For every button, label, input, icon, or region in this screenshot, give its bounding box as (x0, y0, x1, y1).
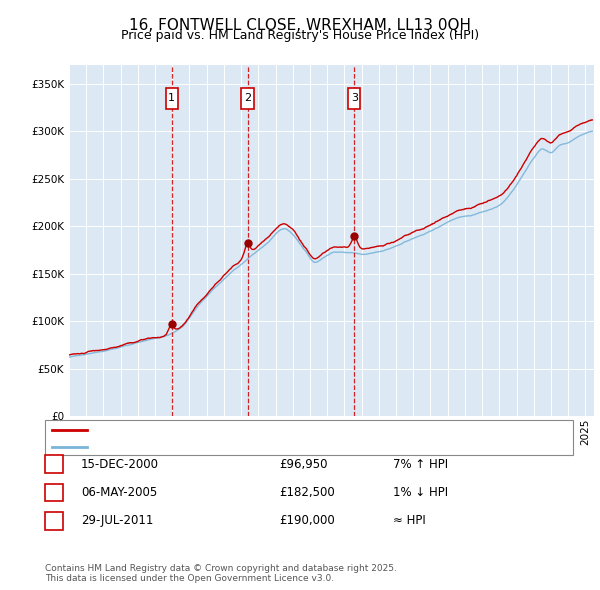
Text: ≈ HPI: ≈ HPI (393, 514, 426, 527)
Text: 1: 1 (168, 93, 175, 103)
Bar (166, 88, 178, 109)
Text: 29-JUL-2011: 29-JUL-2011 (81, 514, 154, 527)
Text: 16, FONTWELL CLOSE, WREXHAM, LL13 0QH: 16, FONTWELL CLOSE, WREXHAM, LL13 0QH (129, 18, 471, 32)
Text: £96,950: £96,950 (279, 457, 328, 471)
Text: 2: 2 (50, 487, 58, 497)
Text: 06-MAY-2005: 06-MAY-2005 (81, 486, 157, 499)
Text: 15-DEC-2000: 15-DEC-2000 (81, 457, 159, 471)
Text: 3: 3 (50, 516, 58, 526)
Text: HPI: Average price, detached house, Wrexham: HPI: Average price, detached house, Wrex… (92, 442, 346, 451)
Text: 7% ↑ HPI: 7% ↑ HPI (393, 457, 448, 471)
Text: Price paid vs. HM Land Registry's House Price Index (HPI): Price paid vs. HM Land Registry's House … (121, 30, 479, 42)
Text: £182,500: £182,500 (279, 486, 335, 499)
Text: Contains HM Land Registry data © Crown copyright and database right 2025.
This d: Contains HM Land Registry data © Crown c… (45, 563, 397, 583)
Text: 16, FONTWELL CLOSE, WREXHAM, LL13 0QH (detached house): 16, FONTWELL CLOSE, WREXHAM, LL13 0QH (d… (92, 425, 436, 435)
Bar (241, 88, 254, 109)
Text: £190,000: £190,000 (279, 514, 335, 527)
Text: 3: 3 (351, 93, 358, 103)
Text: 2: 2 (244, 93, 251, 103)
Text: 1: 1 (50, 459, 58, 469)
Bar (348, 88, 360, 109)
Text: 1% ↓ HPI: 1% ↓ HPI (393, 486, 448, 499)
